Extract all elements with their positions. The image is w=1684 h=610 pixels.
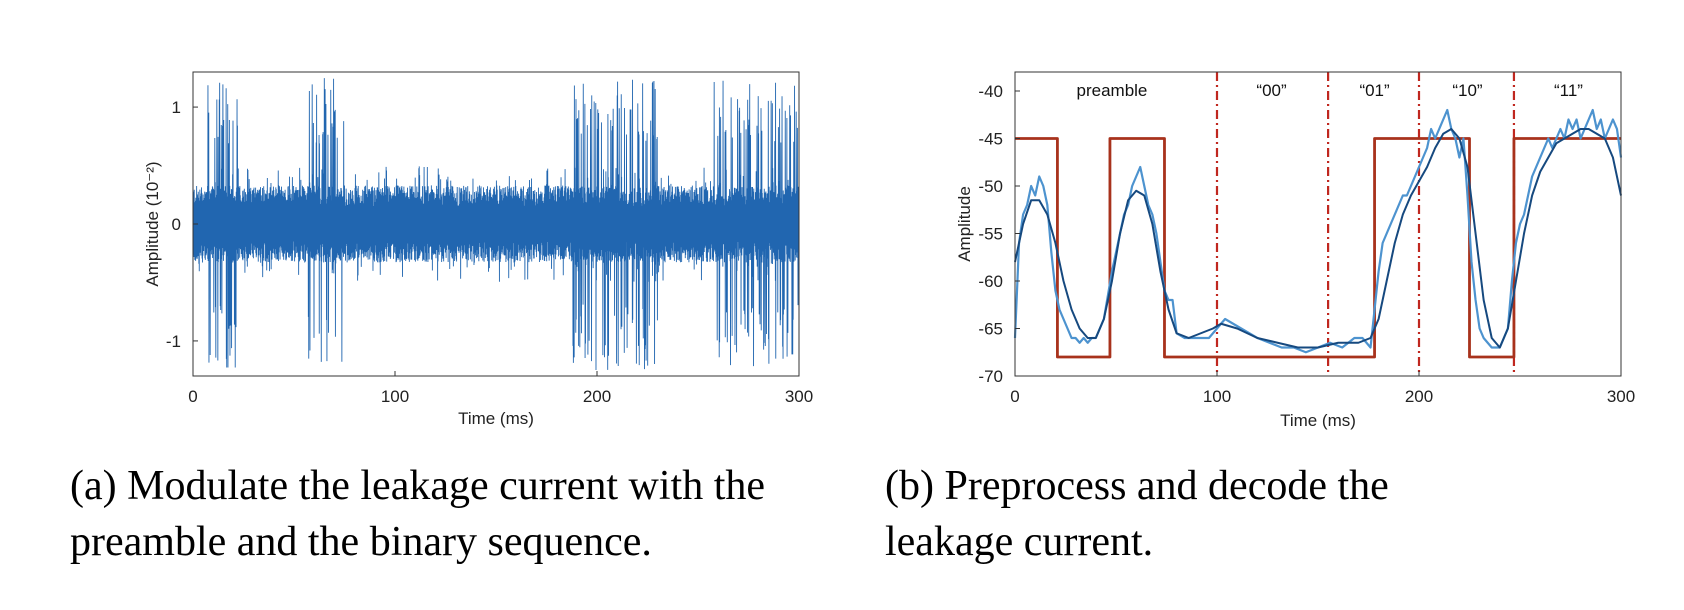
caption-a-line-1: (a) Modulate the leakage current with th… — [70, 463, 766, 509]
chart-b-y-tick-label: -50 — [978, 177, 1003, 196]
chart-b-annotation: preamble — [1077, 81, 1148, 100]
chart-b-y-tick-label: -55 — [978, 225, 1003, 244]
chart-b-annotation: “00” — [1256, 81, 1287, 100]
chart-b-y-axis: -70 -65 -60 -55 -50 -45 -40 — [978, 82, 1020, 386]
chart-b-raw-signal — [1013, 108, 1623, 354]
caption-a: (a) Modulate the leakage current with th… — [70, 458, 765, 570]
chart-a-x-tick-label: 200 — [583, 387, 611, 406]
chart-b-plot-frame — [1014, 71, 1622, 377]
chart-a-x-axis: 0 100 200 300 — [188, 371, 813, 406]
chart-b-y-tick-label: -45 — [978, 130, 1003, 149]
chart-a-series-signal — [192, 78, 800, 371]
chart-b-y-tick-label: -60 — [978, 272, 1003, 291]
chart-a-y-tick-label: 1 — [172, 98, 181, 117]
chart-a-x-tick-label: 300 — [785, 387, 813, 406]
chart-b-smoothed-signal — [1014, 128, 1622, 349]
chart-a-y-tick-label: 0 — [172, 215, 181, 234]
caption-a-line-2: preamble and the binary sequence. — [70, 519, 652, 565]
chart-b-y-tick-label: -70 — [978, 367, 1003, 386]
chart-b-x-tick-label: 0 — [1010, 387, 1019, 406]
chart-b-y-tick-label: -40 — [978, 82, 1003, 101]
chart-b-x-axis-label: Time (ms) — [1280, 411, 1356, 430]
chart-b-x-tick-label: 100 — [1203, 387, 1231, 406]
caption-b-line-1: (b) Preprocess and decode the — [885, 463, 1389, 509]
chart-b-annotation: “01” — [1359, 81, 1390, 100]
chart-b-reference-step — [1015, 137, 1621, 359]
chart-b-decoded-signal: 0 100 200 300 -70 -65 -60 -55 -50 -45 -40 preambl… — [955, 71, 1635, 430]
chart-a-x-axis-label: Time (ms) — [458, 409, 534, 428]
chart-b-x-axis: 0 100 200 300 — [1010, 371, 1635, 406]
caption-b: (b) Preprocess and decode the leakage cu… — [885, 458, 1389, 570]
chart-a-leakage-signal: 0 100 200 300 -1 0 1 Time (ms) Amplitude (10⁻… — [143, 71, 813, 428]
caption-b-line-2: leakage current. — [885, 519, 1154, 565]
chart-a-y-tick-label: -1 — [166, 332, 181, 351]
chart-b-x-tick-label: 300 — [1607, 387, 1635, 406]
chart-a-x-tick-label: 0 — [188, 387, 197, 406]
chart-a-y-axis: -1 0 1 — [166, 98, 198, 351]
chart-b-annotations: preamble “00” “01” “10” “11” — [1077, 81, 1584, 100]
chart-b-y-axis-label: Amplitude — [955, 186, 974, 262]
chart-b-x-tick-label: 200 — [1405, 387, 1433, 406]
chart-b-annotation: “10” — [1452, 81, 1483, 100]
chart-a-y-axis-label: Amplitude (10⁻²) — [143, 161, 162, 286]
chart-b-annotation: “11” — [1554, 81, 1583, 100]
chart-b-y-tick-label: -65 — [978, 320, 1003, 339]
chart-a-signal-line — [192, 78, 800, 371]
chart-a-x-tick-label: 100 — [381, 387, 409, 406]
chart-b-series-group — [1013, 108, 1623, 359]
